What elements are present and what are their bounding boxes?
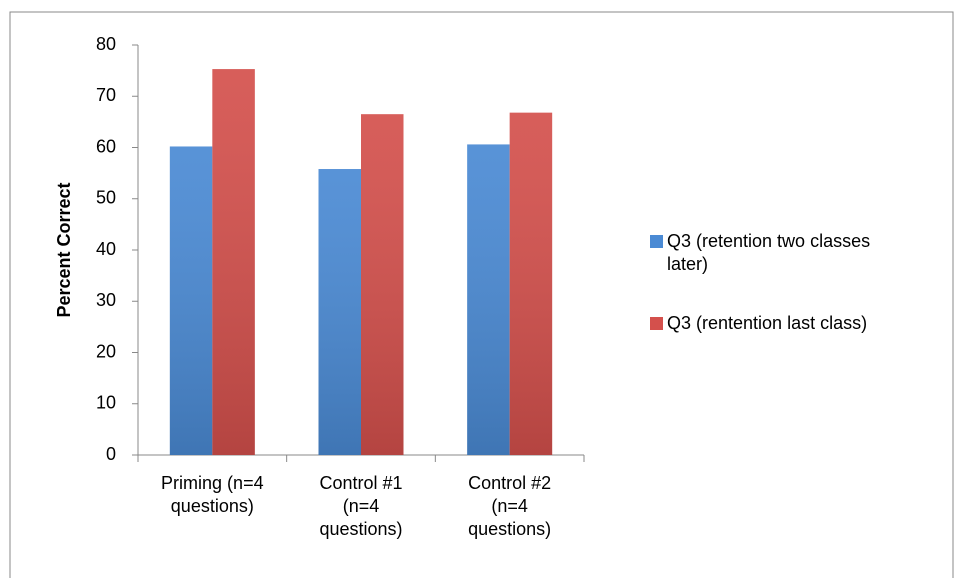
legend-label: Q3 (retention two classes later)	[667, 231, 871, 274]
y-tick-label: 10	[96, 393, 116, 413]
y-tick-label: 80	[96, 34, 116, 54]
bar-shade	[467, 144, 510, 456]
bar-shade	[318, 169, 361, 455]
legend-swatch	[650, 317, 663, 330]
x-tick-label: Control #2 (n=4 questions)	[468, 473, 552, 539]
y-tick-label: 50	[96, 188, 116, 208]
bar-shade	[212, 69, 255, 456]
y-tick-label: 40	[96, 239, 116, 259]
y-tick-label: 20	[96, 341, 116, 361]
frame	[9, 11, 954, 578]
bar-shade	[509, 112, 553, 456]
x-tick-label: Priming (n=4 questions)	[161, 473, 264, 516]
legend-label: Q3 (rentention last class)	[667, 313, 868, 333]
legend-swatch	[650, 235, 663, 248]
y-tick-label: 70	[96, 85, 116, 105]
y-axis-label: Percent Correct	[54, 182, 74, 317]
y-tick-label: 30	[96, 290, 116, 310]
x-tick-label: Control #1 (n=4 questions)	[319, 473, 403, 539]
y-tick-label: 0	[106, 444, 116, 464]
bar-shade	[169, 146, 213, 455]
bar-shade	[361, 114, 404, 455]
y-tick-label: 60	[96, 136, 116, 156]
